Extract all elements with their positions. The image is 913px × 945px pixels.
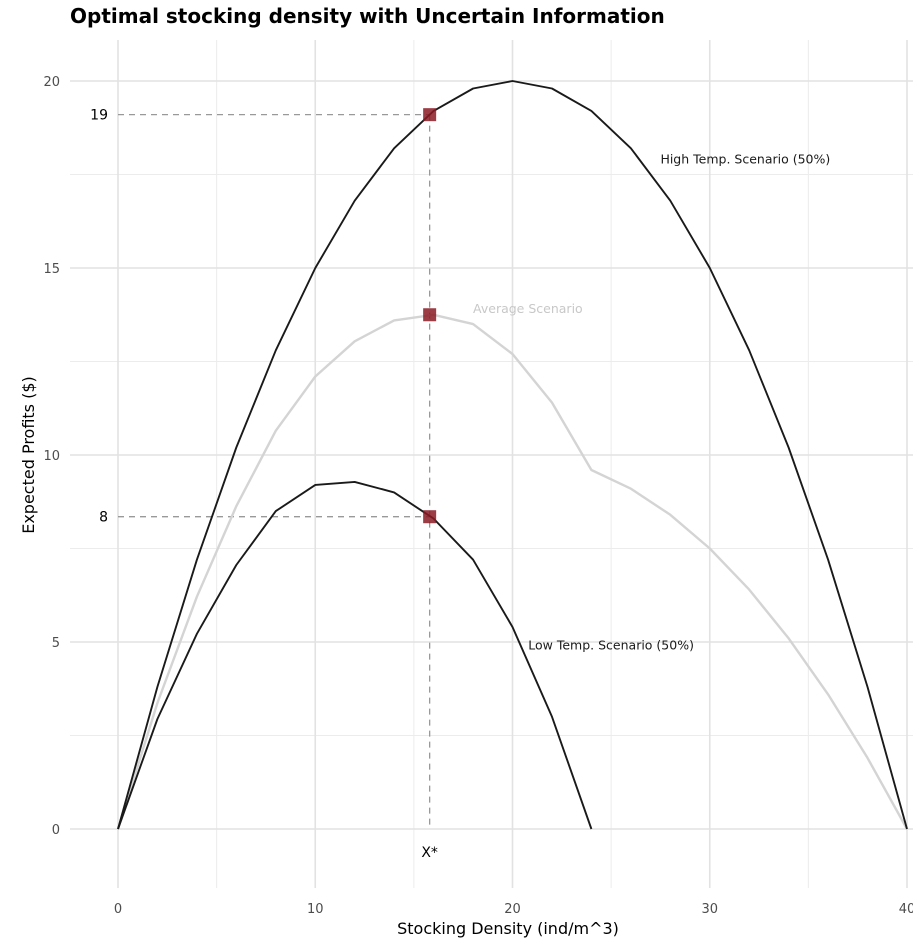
y-tick-label: 10 [43,449,60,464]
x-tick-label: 10 [307,902,324,917]
reference-label-y: 8 [99,510,108,526]
chart-title: Optimal stocking density with Uncertain … [70,4,665,28]
y-tick-label: 0 [52,823,60,838]
y-axis-title: Expected Profits ($) [19,376,38,534]
x-tick-label: 40 [899,902,913,917]
x-axis-title: Stocking Density (ind/m^3) [397,919,619,938]
x-tick-label: 0 [114,902,122,917]
series-label: High Temp. Scenario (50%) [660,152,830,167]
x-tick-label: 30 [701,902,718,917]
series-line-2 [116,313,909,830]
y-tick-label: 20 [43,75,60,90]
series-line-0 [117,80,908,830]
series-label: Low Temp. Scenario (50%) [528,638,694,653]
reference-label-y: 19 [90,108,108,124]
x-tick-label: 20 [504,902,521,917]
optimal-point [423,308,437,322]
y-tick-label: 5 [52,636,60,651]
series-line-1 [117,480,593,830]
optimal-point [423,510,437,524]
reference-label-x: X* [421,845,438,861]
optimal-point [423,108,437,122]
y-tick-label: 15 [43,262,60,277]
series-label: Average Scenario [473,301,583,316]
